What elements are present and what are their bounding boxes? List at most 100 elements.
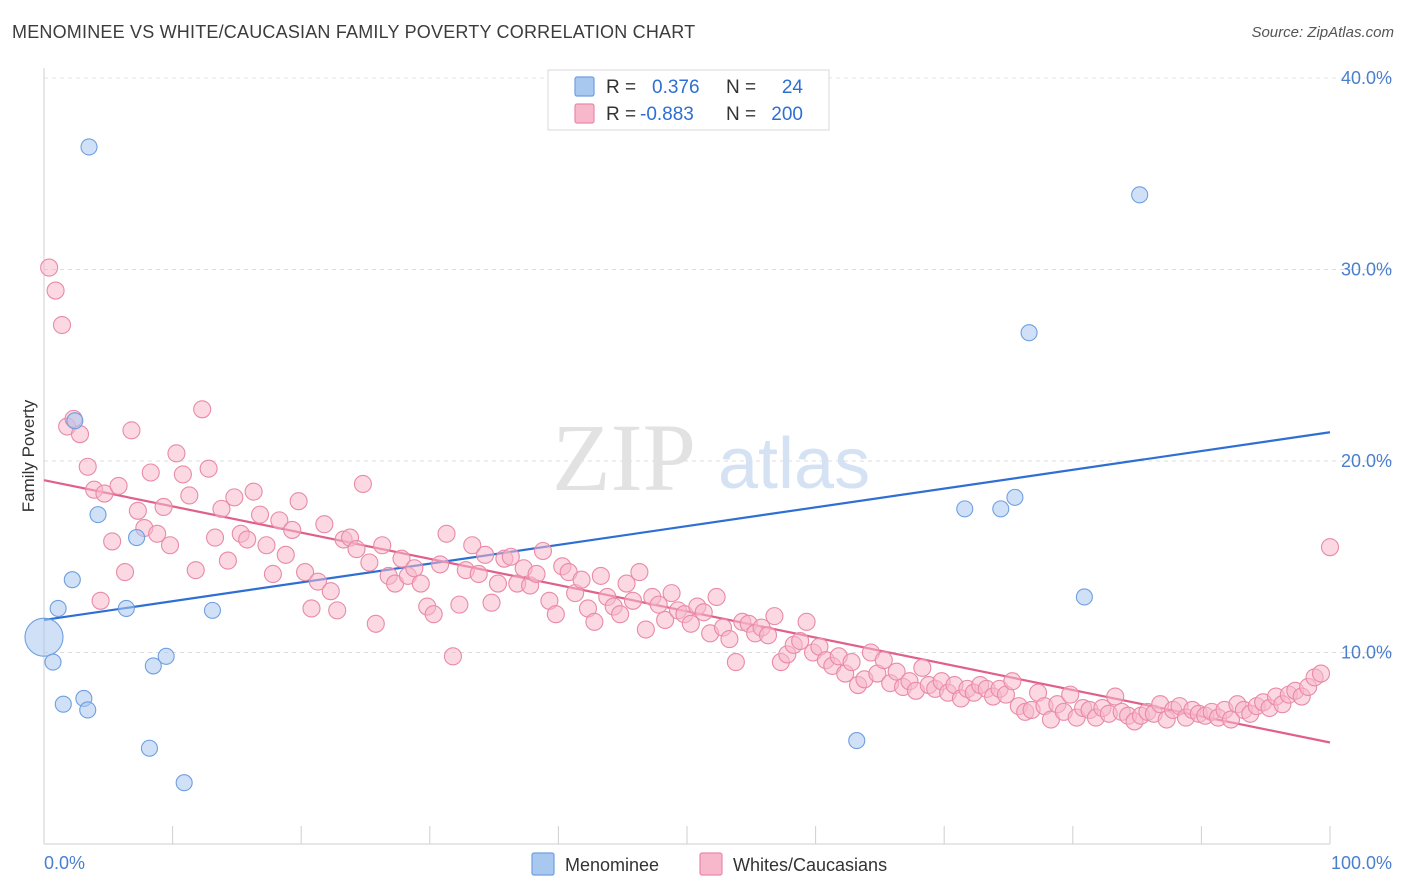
- whites-point: [308, 572, 327, 591]
- whites-point: [347, 540, 366, 559]
- menominee-point: [63, 571, 81, 589]
- whites-point: [392, 549, 411, 568]
- menominee-point: [157, 647, 175, 665]
- whites-point: [244, 482, 263, 501]
- whites-point: [46, 281, 65, 300]
- whites-point: [874, 651, 893, 670]
- whites-point: [296, 563, 315, 582]
- y-tick-label: 10.0%: [1341, 643, 1392, 663]
- whites-point: [128, 501, 147, 520]
- whites-point: [476, 545, 495, 564]
- whites-point: [186, 561, 205, 580]
- whites-point: [791, 631, 810, 651]
- whites-point: [193, 400, 212, 419]
- x-tick-labels: 0.0% 100.0%: [44, 853, 1392, 873]
- bottom-legend: Menominee Whites/Caucasians: [531, 852, 887, 876]
- whites-point: [205, 528, 225, 547]
- menominee-point: [848, 732, 866, 750]
- whites-point: [1061, 685, 1080, 704]
- menominee-point: [80, 138, 98, 156]
- whites-point: [40, 258, 59, 277]
- watermark: ZIP atlas: [552, 404, 870, 511]
- whites-point: [424, 605, 443, 624]
- whites-point: [431, 555, 450, 574]
- whites-point: [443, 647, 462, 666]
- data-points: [24, 138, 1340, 792]
- x-tick-label: 100.0%: [1331, 853, 1392, 873]
- whites-point: [887, 662, 906, 681]
- bottom-legend-label-whites: Whites/Caucasians: [733, 855, 887, 875]
- menominee-point: [79, 701, 97, 719]
- menominee-point: [117, 599, 135, 618]
- y-tick-labels: 10.0% 20.0% 30.0% 40.0%: [1341, 68, 1392, 663]
- whites-point: [373, 536, 392, 555]
- whites-point: [656, 610, 675, 629]
- watermark-atlas: atlas: [718, 424, 870, 504]
- whites-point: [405, 559, 424, 578]
- whites-point: [199, 459, 218, 478]
- legend-r-label: R =: [606, 77, 636, 98]
- chart-title: MENOMINEE VS WHITE/CAUCASIAN FAMILY POVE…: [12, 22, 696, 42]
- whites-point: [95, 484, 114, 503]
- whites-point: [78, 457, 97, 476]
- whites-point: [353, 474, 372, 494]
- whites-point: [276, 545, 295, 564]
- whites-point: [328, 601, 347, 620]
- menominee-point: [956, 500, 974, 518]
- whites-point: [167, 444, 186, 463]
- whites-point: [212, 499, 231, 518]
- whites-point: [115, 563, 135, 582]
- whites-point: [726, 653, 745, 672]
- legend-r-value: 0.376: [652, 77, 700, 98]
- menominee-point: [1020, 324, 1038, 342]
- whites-point: [1003, 672, 1022, 691]
- whites-point: [218, 551, 237, 570]
- whites-point: [366, 614, 385, 633]
- bottom-legend-label-menominee: Menominee: [565, 855, 659, 875]
- whites-point: [913, 658, 932, 677]
- whites-point: [611, 605, 630, 624]
- y-tick-label: 30.0%: [1341, 260, 1392, 280]
- whites-point: [720, 630, 739, 649]
- menominee-trend-line: [43, 431, 1331, 622]
- whites-point: [122, 421, 141, 440]
- whites-point: [488, 574, 508, 593]
- whites-point: [321, 582, 340, 601]
- menominee-point: [44, 653, 62, 671]
- menominee-point: [49, 599, 67, 618]
- menominee-point: [66, 412, 84, 430]
- whites-point: [1320, 538, 1340, 557]
- axes: [43, 68, 1331, 845]
- whites-point: [450, 595, 469, 614]
- whites-point: [250, 505, 270, 524]
- whites-point: [630, 563, 649, 582]
- whites-point: [52, 315, 72, 335]
- legend-n-value: 200: [771, 104, 803, 125]
- whites-point: [533, 541, 553, 561]
- bottom-legend-swatch-menominee: [531, 852, 555, 876]
- whites-point: [681, 614, 700, 633]
- y-tick-label: 40.0%: [1341, 68, 1392, 88]
- menominee-point: [89, 506, 107, 524]
- whites-point: [238, 530, 257, 549]
- bottom-legend-swatch-whites: [699, 852, 723, 876]
- whites-point: [649, 595, 668, 614]
- whites-point: [707, 587, 726, 607]
- x-tick-label: 0.0%: [44, 853, 85, 873]
- whites-point: [141, 463, 160, 482]
- menominee-point: [54, 695, 72, 713]
- menominee-point: [144, 657, 162, 675]
- watermark-zip: ZIP: [552, 404, 696, 511]
- whites-point: [1221, 710, 1241, 729]
- menominee-point: [992, 500, 1010, 518]
- whites-point: [797, 612, 816, 631]
- whites-point: [283, 520, 302, 539]
- legend-swatch-whites: [574, 103, 595, 124]
- whites-point: [501, 547, 520, 566]
- legend-swatch-menominee: [574, 76, 595, 97]
- legend-n-label: N =: [726, 77, 756, 98]
- whites-point: [662, 584, 681, 603]
- legend-n-value: 24: [782, 77, 804, 98]
- whites-point: [160, 536, 180, 555]
